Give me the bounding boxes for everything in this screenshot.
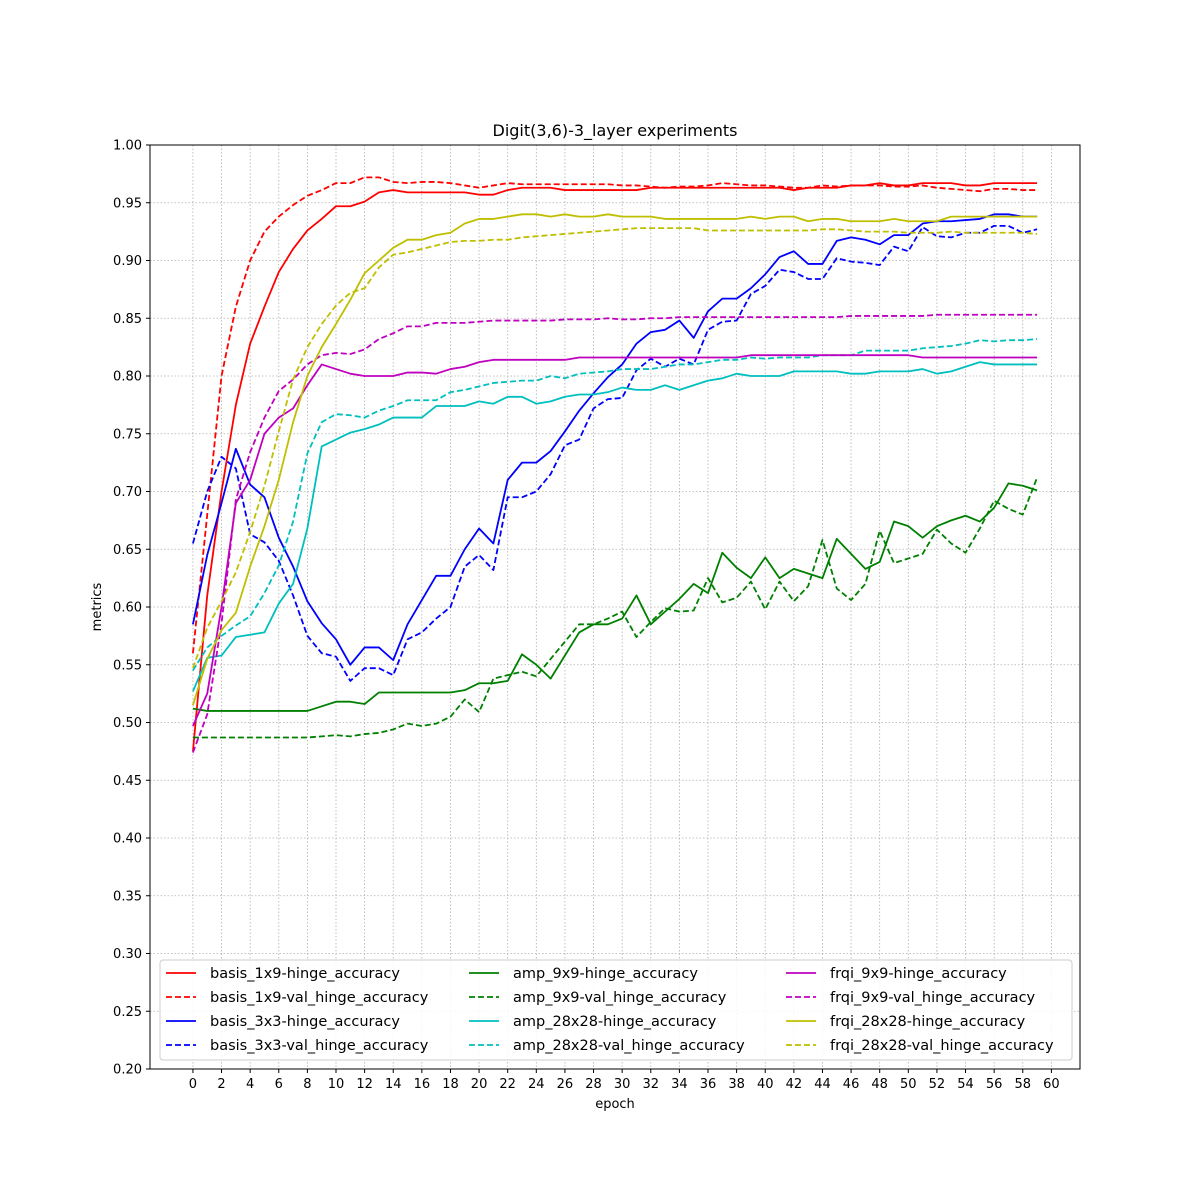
x-tick-label: 46	[843, 1077, 860, 1092]
legend-entry-4: amp_9x9-hinge_accuracy	[513, 966, 698, 982]
series-line-9	[192, 313, 1038, 753]
x-tick-label: 38	[728, 1077, 745, 1092]
y-tick-label: 0.30	[113, 947, 142, 962]
x-tick-label: 12	[356, 1077, 373, 1092]
x-tick-label: 60	[1043, 1077, 1060, 1092]
x-tick-label: 56	[986, 1077, 1003, 1092]
legend-entry-10: frqi_28x28-hinge_accuracy	[830, 1014, 1026, 1030]
series-line-4	[192, 482, 1038, 712]
x-tick-label: 42	[786, 1077, 803, 1092]
legend-entry-0: basis_1x9-hinge_accuracy	[210, 966, 400, 982]
axis-ticks: 0 2 4 6 8 10 12 14 16 18 20 22 24 26 28 30 32 34 36 38 40 42 4…	[113, 139, 1060, 1093]
x-tick-label: 0	[189, 1077, 197, 1092]
x-tick-label: 58	[1014, 1077, 1031, 1092]
series-line-6	[192, 361, 1038, 692]
x-tick-label: 16	[414, 1077, 431, 1092]
legend-box	[159, 959, 1073, 1061]
y-tick-label: 0.35	[113, 889, 142, 904]
y-tick-label: 0.25	[113, 1005, 142, 1020]
x-tick-label: 18	[442, 1077, 459, 1092]
legend-entry-2: basis_3x3-hinge_accuracy	[210, 1014, 400, 1030]
y-tick-label: 0.20	[113, 1063, 142, 1078]
x-axis-label: epoch	[595, 1097, 635, 1112]
x-tick-label: 50	[900, 1077, 917, 1092]
y-tick-label: 0.95	[113, 196, 142, 211]
x-tick-label: 40	[757, 1077, 774, 1092]
x-tick-label: 32	[642, 1077, 659, 1092]
legend-entry-8: frqi_9x9-hinge_accuracy	[830, 966, 1007, 982]
x-tick-label: 26	[557, 1077, 574, 1092]
legend-entry-1: basis_1x9-val_hinge_accuracy	[210, 990, 429, 1006]
x-tick-label: 44	[814, 1077, 831, 1092]
legend-entry-11: frqi_28x28-val_hinge_accuracy	[830, 1038, 1054, 1054]
series-line-7	[192, 338, 1038, 671]
x-tick-label: 20	[471, 1077, 488, 1092]
x-tick-label: 14	[385, 1077, 402, 1092]
x-tick-label: 48	[871, 1077, 888, 1092]
y-tick-label: 0.45	[113, 774, 142, 789]
y-tick-label: 0.80	[113, 370, 142, 385]
x-tick-label: 52	[929, 1077, 946, 1092]
x-tick-label: 30	[614, 1077, 631, 1092]
series-layer	[192, 176, 1038, 753]
legend-entry-7: amp_28x28-val_hinge_accuracy	[513, 1038, 745, 1054]
x-tick-label: 2	[217, 1077, 225, 1092]
x-tick-label: 10	[328, 1077, 345, 1092]
plot-area	[150, 145, 1080, 1069]
y-tick-label: 0.60	[113, 601, 142, 616]
legend-entry-9: frqi_9x9-val_hinge_accuracy	[830, 990, 1036, 1006]
legend-entry-5: amp_9x9-val_hinge_accuracy	[513, 990, 727, 1006]
series-line-3	[192, 224, 1038, 682]
y-tick-label: 1.00	[113, 139, 142, 154]
x-tick-label: 8	[303, 1077, 311, 1092]
legend-entry-6: amp_28x28-hinge_accuracy	[513, 1014, 717, 1030]
series-line-2	[192, 213, 1038, 666]
legend: basis_1x9-hinge_accuracy basis_1x9-val_hi…	[159, 959, 1073, 1061]
series-line-8	[192, 354, 1038, 727]
x-tick-label: 24	[528, 1077, 545, 1092]
y-axis-label: metrics	[90, 582, 105, 631]
x-tick-label: 6	[275, 1077, 283, 1092]
y-tick-label: 0.85	[113, 312, 142, 327]
y-tick-label: 0.70	[113, 485, 142, 500]
legend-entry-3: basis_3x3-val_hinge_accuracy	[210, 1038, 429, 1054]
series-line-0	[192, 182, 1038, 752]
series-line-1	[192, 176, 1038, 654]
x-tick-label: 4	[246, 1077, 254, 1092]
y-tick-label: 0.40	[113, 832, 142, 847]
x-tick-label: 34	[671, 1077, 688, 1092]
series-line-11	[192, 227, 1038, 669]
y-tick-label: 0.55	[113, 658, 142, 673]
x-tick-label: 28	[585, 1077, 602, 1092]
y-tick-label: 0.65	[113, 543, 142, 558]
y-tick-label: 0.50	[113, 716, 142, 731]
y-tick-label: 0.90	[113, 254, 142, 269]
y-tick-label: 0.75	[113, 427, 142, 442]
series-line-5	[192, 477, 1038, 739]
chart-title: Digit(3,6)-3_layer experiments	[493, 121, 738, 141]
series-line-10	[192, 213, 1038, 706]
x-tick-label: 54	[957, 1077, 974, 1092]
x-tick-label: 36	[700, 1077, 717, 1092]
x-tick-label: 22	[499, 1077, 516, 1092]
